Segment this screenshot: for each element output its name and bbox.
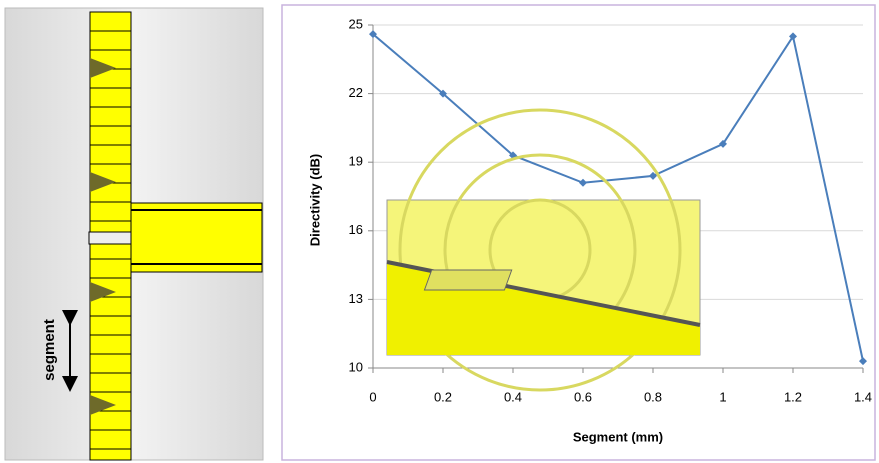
figure: segment 10 13 16 19 22 25 0 0.2 0.4 0.6 0.8 1 1.2 1.4… xyxy=(0,0,879,463)
x-tick-label: 1.2 xyxy=(784,389,802,404)
x-tick-label: 1 xyxy=(719,389,726,404)
y-tick-label: 16 xyxy=(349,222,363,237)
y-tick-label: 22 xyxy=(349,85,363,100)
x-tick-label: 0.2 xyxy=(434,389,452,404)
strip xyxy=(89,12,132,460)
x-tick-label: 0.4 xyxy=(504,389,522,404)
y-axis-title: Directivity (dB) xyxy=(307,154,322,246)
x-tick-label: 0.8 xyxy=(644,389,662,404)
y-tick-label: 10 xyxy=(349,359,363,374)
annotation: segment xyxy=(41,319,58,381)
y-tick-label: 25 xyxy=(349,16,363,31)
y-tick-label: 13 xyxy=(349,291,363,306)
x-tick-label: 0.6 xyxy=(574,389,592,404)
x-tick-label: 0 xyxy=(369,389,376,404)
x-tick-label: 1.4 xyxy=(854,389,872,404)
strip-gap xyxy=(89,232,132,244)
y-tick-label: 19 xyxy=(349,154,363,169)
structure-diagram: segment xyxy=(5,8,263,460)
x-axis-title: Segment (mm) xyxy=(573,429,663,444)
